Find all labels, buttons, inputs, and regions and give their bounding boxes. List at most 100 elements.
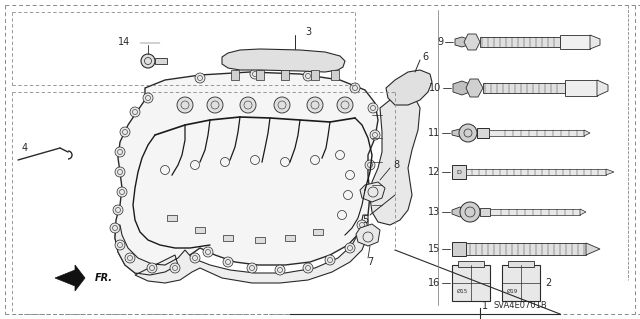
- Text: 9: 9: [437, 37, 443, 47]
- Polygon shape: [466, 79, 483, 97]
- Circle shape: [195, 73, 205, 83]
- Bar: [331, 70, 339, 80]
- Text: 5: 5: [362, 215, 368, 225]
- Circle shape: [337, 97, 353, 113]
- Circle shape: [345, 243, 355, 253]
- Bar: [480, 37, 560, 47]
- Polygon shape: [55, 265, 85, 291]
- Bar: [483, 83, 565, 93]
- Bar: [255, 237, 265, 243]
- Circle shape: [307, 97, 323, 113]
- Circle shape: [170, 263, 180, 273]
- Circle shape: [459, 124, 477, 142]
- Polygon shape: [370, 96, 420, 225]
- Polygon shape: [115, 215, 368, 283]
- Polygon shape: [584, 130, 590, 136]
- Circle shape: [115, 147, 125, 157]
- Bar: [565, 80, 597, 96]
- Text: 10: 10: [429, 83, 441, 93]
- Bar: [489, 130, 584, 136]
- Circle shape: [357, 220, 367, 230]
- Polygon shape: [360, 182, 385, 202]
- Text: SVA4E0701B: SVA4E0701B: [493, 300, 547, 309]
- Text: Ø19: Ø19: [506, 288, 518, 293]
- Text: 2: 2: [545, 278, 551, 288]
- Circle shape: [130, 107, 140, 117]
- Circle shape: [125, 253, 135, 263]
- Circle shape: [365, 160, 375, 170]
- Polygon shape: [597, 80, 608, 96]
- Circle shape: [115, 240, 125, 250]
- Polygon shape: [455, 37, 468, 47]
- Bar: [195, 227, 205, 233]
- Bar: [477, 128, 489, 138]
- Polygon shape: [452, 129, 464, 137]
- Circle shape: [460, 202, 480, 222]
- Bar: [311, 70, 319, 80]
- Circle shape: [247, 263, 257, 273]
- Bar: [458, 261, 484, 267]
- Text: 4: 4: [22, 143, 28, 153]
- Circle shape: [147, 263, 157, 273]
- Polygon shape: [586, 243, 600, 255]
- Polygon shape: [606, 169, 614, 175]
- Bar: [223, 235, 233, 241]
- Text: 13: 13: [428, 207, 440, 217]
- Text: FR.: FR.: [95, 273, 113, 283]
- Circle shape: [303, 71, 313, 81]
- Text: 8: 8: [393, 160, 399, 170]
- Circle shape: [274, 97, 290, 113]
- Polygon shape: [222, 49, 345, 72]
- Text: 1: 1: [482, 301, 488, 311]
- Bar: [466, 243, 586, 255]
- Text: Ø15: Ø15: [456, 288, 468, 293]
- Bar: [452, 165, 466, 179]
- Circle shape: [325, 255, 335, 265]
- Bar: [560, 35, 590, 49]
- Circle shape: [350, 83, 360, 93]
- Bar: [167, 215, 177, 221]
- Bar: [508, 261, 534, 267]
- Text: 6: 6: [422, 52, 428, 62]
- Bar: [285, 235, 295, 241]
- Circle shape: [207, 97, 223, 113]
- Circle shape: [110, 223, 120, 233]
- Bar: [231, 70, 239, 80]
- Polygon shape: [452, 207, 465, 217]
- Text: 3: 3: [305, 27, 311, 37]
- Polygon shape: [356, 224, 380, 246]
- Circle shape: [117, 187, 127, 197]
- Circle shape: [223, 257, 233, 267]
- Circle shape: [203, 247, 213, 257]
- Text: 15: 15: [428, 244, 440, 254]
- Text: 7: 7: [367, 257, 373, 267]
- Bar: [452, 265, 490, 301]
- Bar: [155, 58, 167, 64]
- Bar: [490, 209, 580, 215]
- Polygon shape: [580, 209, 586, 215]
- Circle shape: [120, 127, 130, 137]
- Bar: [480, 208, 490, 216]
- Polygon shape: [386, 70, 432, 105]
- Text: D: D: [456, 169, 461, 174]
- Polygon shape: [464, 34, 480, 50]
- Polygon shape: [115, 72, 378, 275]
- Circle shape: [143, 93, 153, 103]
- Circle shape: [141, 54, 155, 68]
- Circle shape: [240, 97, 256, 113]
- Bar: [256, 70, 264, 80]
- Circle shape: [275, 265, 285, 275]
- Circle shape: [113, 205, 123, 215]
- Bar: [466, 169, 606, 175]
- Circle shape: [368, 103, 378, 113]
- Bar: [313, 229, 323, 235]
- Text: 14: 14: [118, 37, 130, 47]
- Circle shape: [115, 167, 125, 177]
- Polygon shape: [590, 35, 600, 49]
- Text: 16: 16: [428, 278, 440, 288]
- Circle shape: [190, 253, 200, 263]
- Bar: [452, 242, 466, 256]
- Circle shape: [177, 97, 193, 113]
- Bar: [281, 70, 289, 80]
- Bar: [502, 265, 540, 301]
